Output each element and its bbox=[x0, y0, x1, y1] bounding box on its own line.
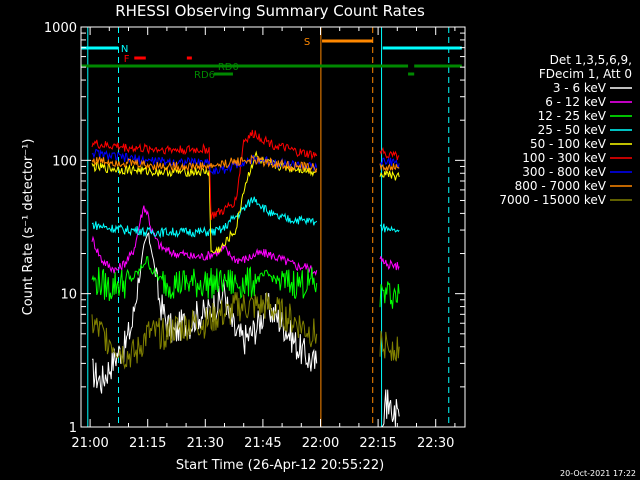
y-axis-ticks: 1 10 100 1000 bbox=[44, 21, 465, 436]
x-tick-label: 21:15 bbox=[129, 436, 166, 451]
status-bar-label: S bbox=[304, 37, 310, 48]
series-line-4 bbox=[91, 150, 317, 254]
x-tick-label: 22:30 bbox=[417, 436, 454, 451]
legend-header-line: Det 1,3,5,6,9, bbox=[550, 53, 632, 67]
footer-date: 20-Oct-2021 17:22 bbox=[560, 469, 636, 478]
series-line-1-segment2 bbox=[379, 256, 400, 271]
series-line-7-segment2 bbox=[379, 163, 400, 172]
y-tick-label: 1000 bbox=[44, 21, 77, 36]
x-axis-ticks: 21:00 21:15 21:30 21:45 22:00 22:15 22:30 bbox=[71, 27, 456, 451]
series-line-4-segment2 bbox=[379, 170, 400, 181]
y-tick-label: 1 bbox=[69, 421, 77, 436]
legend-entry-label: 100 - 300 keV bbox=[522, 151, 606, 165]
legend-entry-label: 7000 - 15000 keV bbox=[499, 193, 606, 207]
legend-entry-label: 50 - 100 keV bbox=[530, 137, 607, 151]
series-line-5-segment2 bbox=[379, 146, 400, 161]
chart-title: RHESSI Observing Summary Count Rates bbox=[115, 2, 425, 20]
series-line-1 bbox=[91, 205, 318, 277]
status-bar-label: N bbox=[121, 44, 128, 55]
series-line-7 bbox=[91, 154, 318, 173]
x-axis-label: Start Time (26-Apr-12 20:55:22) bbox=[176, 458, 384, 473]
series-line-8-segment2 bbox=[379, 330, 400, 362]
series-line-5 bbox=[91, 129, 318, 221]
x-tick-label: 21:45 bbox=[244, 436, 281, 451]
x-tick-label: 22:15 bbox=[359, 436, 396, 451]
y-axis-label: Count Rate (s⁻¹ detector⁻¹) bbox=[21, 139, 36, 316]
plot-frame bbox=[80, 26, 466, 428]
series-line-3 bbox=[91, 196, 318, 239]
legend-entry-label: 800 - 7000 keV bbox=[515, 179, 607, 193]
series-line-2-segment2 bbox=[379, 281, 400, 309]
y-tick-label: 100 bbox=[52, 154, 77, 169]
legend-entry-label: 12 - 25 keV bbox=[538, 109, 607, 123]
status-bar-label: RD0 bbox=[218, 62, 239, 73]
legend-header-line: FDecim 1, Att 0 bbox=[539, 67, 632, 81]
series-line-2 bbox=[91, 256, 318, 302]
x-tick-label: 22:00 bbox=[302, 436, 339, 451]
series-line-8 bbox=[91, 292, 318, 370]
legend-entry-label: 300 - 800 keV bbox=[522, 165, 606, 179]
legend-entry-label: 25 - 50 keV bbox=[538, 123, 607, 137]
legend: Det 1,3,5,6,9,FDecim 1, Att 03 - 6 keV6 … bbox=[499, 53, 632, 207]
series-line-0-segment2 bbox=[380, 389, 400, 428]
x-tick-label: 21:00 bbox=[71, 436, 108, 451]
x-tick-label: 21:30 bbox=[187, 436, 224, 451]
series-layer bbox=[91, 129, 400, 428]
y-tick-label: 10 bbox=[60, 288, 77, 303]
status-bar-label: RD6 bbox=[194, 70, 215, 81]
series-line-3-segment2 bbox=[379, 223, 400, 233]
legend-entry-label: 3 - 6 keV bbox=[553, 81, 607, 95]
legend-entry-label: 6 - 12 keV bbox=[545, 95, 607, 109]
series-line-0 bbox=[92, 232, 318, 394]
status-bar-label: F bbox=[124, 54, 130, 65]
